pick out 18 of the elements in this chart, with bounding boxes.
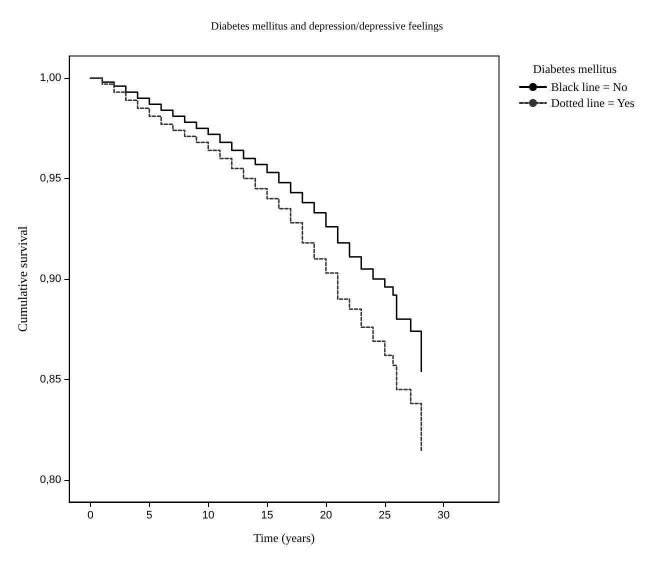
x-tick-label: 5 — [146, 510, 152, 522]
y-tick-label: 0,85 — [40, 373, 62, 386]
y-tick-label: 0,80 — [40, 474, 62, 486]
legend-label: Black line = No — [551, 80, 628, 94]
x-tick-label: 25 — [378, 510, 391, 522]
legend-label: Dotted line = Yes — [551, 96, 635, 110]
y-tick-label: 0,90 — [40, 273, 62, 285]
y-tick-label: 1,00 — [40, 72, 62, 84]
y-tick-label: 0,95 — [40, 172, 62, 185]
x-tick-label: 10 — [202, 510, 214, 522]
x-tick-label: 0 — [87, 510, 94, 522]
x-tick-label: 15 — [260, 510, 274, 522]
legend-title: Diabetes mellitus — [533, 62, 617, 76]
x-tick-label: 30 — [438, 510, 450, 522]
x-axis-title: Time (years) — [254, 531, 315, 545]
y-axis-title: Cumulative survival — [15, 226, 30, 332]
chart-title: Diabetes mellitus and depression/depressive feelings — [210, 20, 444, 32]
x-tick-label: 20 — [320, 510, 332, 522]
